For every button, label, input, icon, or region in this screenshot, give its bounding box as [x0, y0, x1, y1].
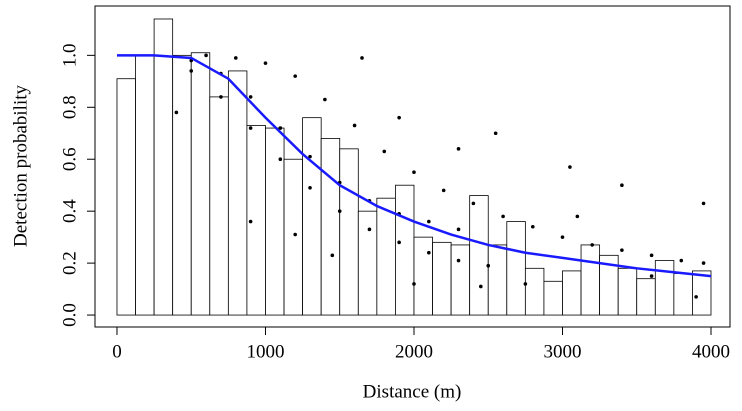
point — [330, 253, 335, 258]
plot-frame — [94, 5, 731, 328]
point — [233, 56, 238, 60]
bar — [673, 273, 693, 316]
point — [367, 227, 372, 232]
point — [590, 243, 594, 247]
bar — [413, 236, 433, 316]
bar — [172, 54, 192, 316]
bar — [153, 18, 174, 316]
point — [701, 261, 706, 265]
point — [263, 61, 268, 65]
point — [479, 284, 483, 289]
point — [397, 240, 401, 245]
bar — [339, 148, 359, 316]
bar — [580, 244, 601, 316]
bar — [357, 210, 378, 316]
x-tick-label: 0 — [112, 341, 122, 362]
point — [560, 235, 565, 239]
point — [204, 53, 208, 58]
point — [427, 250, 431, 255]
point — [620, 183, 624, 187]
point — [694, 295, 698, 299]
bar — [524, 267, 545, 316]
bar — [320, 138, 341, 316]
point — [248, 126, 253, 130]
y-tick-label: 0.8 — [59, 95, 80, 119]
y-tick-label: 0.6 — [59, 147, 80, 171]
point — [701, 201, 706, 206]
point — [649, 253, 654, 258]
point — [471, 201, 476, 206]
fitted-line — [116, 54, 712, 278]
point — [441, 188, 446, 193]
point — [523, 282, 528, 286]
bar — [562, 270, 582, 316]
point — [456, 227, 461, 232]
y-axis-title: Detection probability — [10, 85, 31, 247]
point — [248, 219, 253, 224]
point — [278, 126, 283, 130]
bar — [636, 278, 656, 316]
point — [530, 224, 535, 229]
bar — [506, 221, 526, 316]
point — [337, 209, 342, 213]
point — [352, 123, 357, 128]
point — [427, 219, 431, 224]
bar — [617, 267, 638, 316]
point — [456, 258, 461, 263]
bar — [116, 78, 136, 316]
bar — [302, 117, 322, 316]
bar — [654, 260, 675, 316]
point — [412, 282, 416, 286]
bar — [227, 70, 248, 316]
point — [174, 110, 179, 115]
point — [360, 56, 364, 60]
bar — [432, 241, 452, 316]
y-tick-label: 0.0 — [59, 303, 80, 327]
bar — [487, 244, 508, 316]
point — [486, 263, 491, 268]
point — [649, 274, 654, 278]
point — [323, 97, 327, 102]
point — [412, 170, 416, 175]
bar — [692, 270, 712, 316]
bar — [450, 244, 471, 316]
bar — [190, 52, 211, 316]
point — [493, 131, 498, 136]
point — [248, 95, 253, 99]
point — [308, 185, 312, 190]
point — [382, 149, 387, 154]
point — [397, 115, 401, 120]
point — [620, 248, 624, 252]
bar — [283, 158, 304, 316]
x-tick-label: 4000 — [692, 341, 730, 362]
bar — [376, 197, 396, 316]
point — [293, 74, 297, 78]
x-tick-label: 3000 — [543, 341, 581, 362]
bar — [543, 280, 563, 316]
point — [679, 258, 684, 263]
point — [456, 147, 461, 151]
point — [568, 165, 572, 169]
point — [293, 232, 297, 237]
x-tick-label: 1000 — [246, 341, 284, 362]
y-tick-label: 0.4 — [59, 199, 80, 223]
point — [308, 154, 312, 159]
point — [278, 157, 283, 162]
point — [575, 214, 580, 219]
x-axis-title: Distance (m) — [363, 381, 462, 402]
point — [189, 69, 194, 73]
y-tick-label: 0.2 — [59, 251, 80, 275]
point — [219, 95, 223, 99]
x-tick-label: 2000 — [395, 341, 433, 362]
bar — [469, 195, 489, 316]
bar — [395, 184, 415, 316]
y-tick-label: 1.0 — [59, 43, 80, 67]
bar — [265, 127, 285, 316]
bar — [209, 96, 229, 316]
point — [501, 214, 505, 219]
bar — [135, 54, 155, 316]
